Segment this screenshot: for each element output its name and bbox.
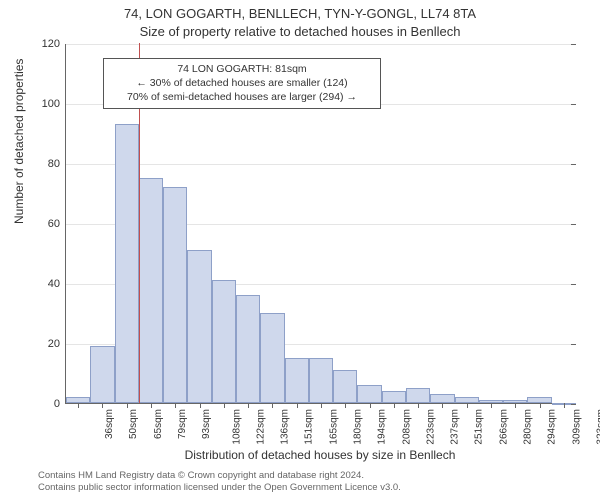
xtick-label: 50sqm: [128, 409, 139, 439]
annotation-layer: 74 LON GOGARTH: 81sqm← 30% of detached h…: [66, 44, 575, 403]
chart-title-subtitle: Size of property relative to detached ho…: [0, 24, 600, 39]
xtick-mark: [151, 403, 152, 408]
xtick-label: 93sqm: [201, 409, 212, 439]
xtick-mark: [564, 403, 565, 408]
xtick-mark: [297, 403, 298, 408]
ytick-mark: [571, 104, 576, 105]
ytick-label: 60: [48, 218, 66, 230]
xtick-mark: [442, 403, 443, 408]
ytick-label: 80: [48, 158, 66, 170]
xtick-mark: [224, 403, 225, 408]
xtick-label: 36sqm: [104, 409, 115, 439]
xtick-label: 266sqm: [498, 409, 509, 445]
xtick-mark: [321, 403, 322, 408]
xtick-label: 251sqm: [474, 409, 485, 445]
ytick-label: 40: [48, 278, 66, 290]
x-axis-label: Distribution of detached houses by size …: [65, 448, 575, 462]
xtick-label: 79sqm: [177, 409, 188, 439]
ytick-mark: [571, 284, 576, 285]
xtick-label: 180sqm: [353, 409, 364, 445]
xtick-mark: [248, 403, 249, 408]
xtick-label: 122sqm: [255, 409, 266, 445]
xtick-label: 208sqm: [401, 409, 412, 445]
xtick-mark: [515, 403, 516, 408]
xtick-mark: [345, 403, 346, 408]
xtick-label: 223sqm: [425, 409, 436, 445]
xtick-label: 108sqm: [231, 409, 242, 445]
footer-attribution: Contains HM Land Registry data © Crown c…: [38, 470, 401, 494]
ytick-mark: [571, 44, 576, 45]
xtick-label: 165sqm: [328, 409, 339, 445]
ytick-mark: [571, 344, 576, 345]
xtick-mark: [418, 403, 419, 408]
ytick-mark: [571, 224, 576, 225]
y-axis-label: Number of detached properties: [12, 59, 26, 224]
xtick-mark: [78, 403, 79, 408]
annotation-line-2: ← 30% of detached houses are smaller (12…: [110, 76, 374, 90]
xtick-mark: [491, 403, 492, 408]
xtick-mark: [540, 403, 541, 408]
xtick-label: 151sqm: [304, 409, 315, 445]
ytick-mark: [571, 164, 576, 165]
footer-line-1: Contains HM Land Registry data © Crown c…: [38, 470, 401, 482]
xtick-label: 294sqm: [547, 409, 558, 445]
xtick-label: 136sqm: [280, 409, 291, 445]
plot-area: 74 LON GOGARTH: 81sqm← 30% of detached h…: [65, 44, 575, 404]
ytick-label: 100: [42, 98, 66, 110]
footer-line-2: Contains public sector information licen…: [38, 482, 401, 494]
xtick-mark: [370, 403, 371, 408]
xtick-label: 237sqm: [450, 409, 461, 445]
xtick-label: 65sqm: [153, 409, 164, 439]
xtick-mark: [200, 403, 201, 408]
xtick-label: 280sqm: [523, 409, 534, 445]
ytick-label: 20: [48, 338, 66, 350]
ytick-label: 120: [42, 38, 66, 50]
xtick-mark: [127, 403, 128, 408]
xtick-mark: [467, 403, 468, 408]
ytick-label: 0: [54, 398, 66, 410]
xtick-mark: [175, 403, 176, 408]
annotation-line-3: 70% of semi-detached houses are larger (…: [110, 90, 374, 104]
xtick-label: 309sqm: [571, 409, 582, 445]
xtick-label: 323sqm: [595, 409, 600, 445]
xtick-mark: [394, 403, 395, 408]
annotation-box: 74 LON GOGARTH: 81sqm← 30% of detached h…: [103, 58, 381, 109]
xtick-mark: [272, 403, 273, 408]
chart-container: 74, LON GOGARTH, BENLLECH, TYN-Y-GONGL, …: [0, 0, 600, 500]
ytick-mark: [571, 404, 576, 405]
xtick-mark: [102, 403, 103, 408]
annotation-line-1: 74 LON GOGARTH: 81sqm: [110, 62, 374, 76]
xtick-label: 194sqm: [377, 409, 388, 445]
chart-title-address: 74, LON GOGARTH, BENLLECH, TYN-Y-GONGL, …: [0, 6, 600, 21]
